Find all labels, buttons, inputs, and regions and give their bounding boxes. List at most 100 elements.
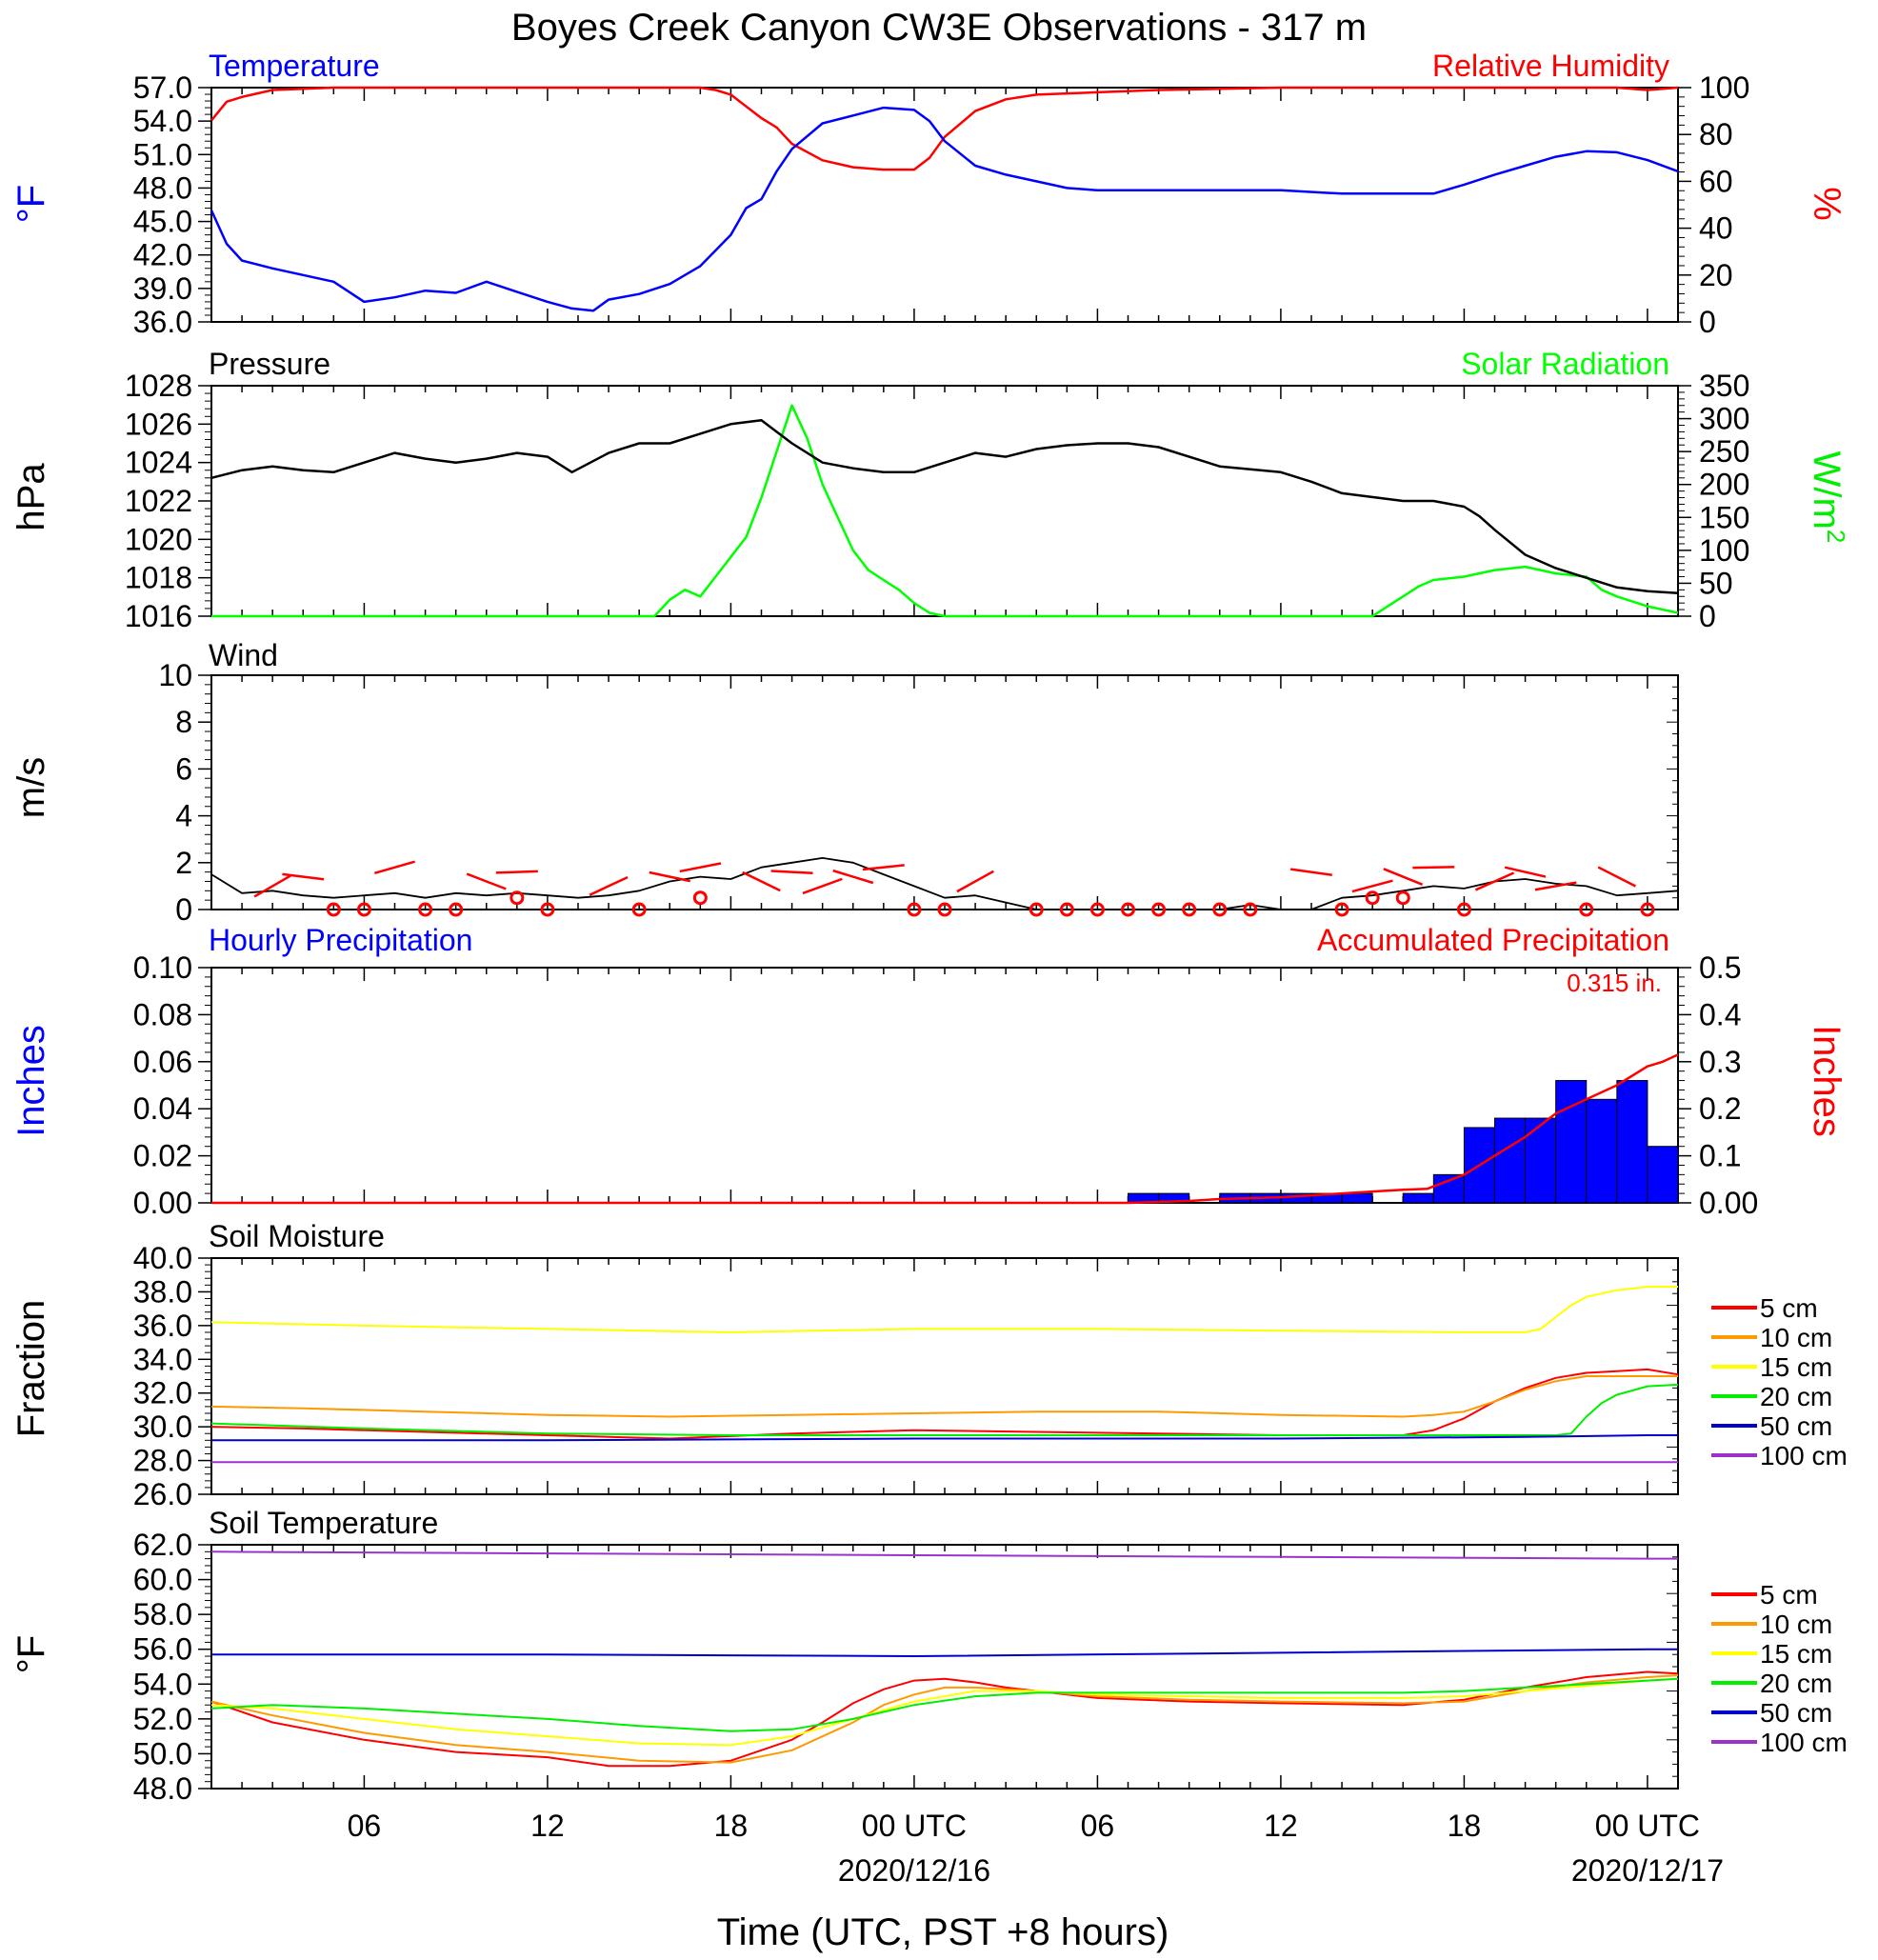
legend-label: 15 cm [1760,1352,1832,1382]
solar-unit-exponent: 2 [1822,530,1850,543]
wind-unit-label: m/s [10,757,52,818]
wind-barb [862,864,905,871]
y-tick-label-right: 0.2 [1699,1091,1741,1126]
y-tick-label: 56.0 [133,1632,192,1667]
legend-label: 5 cm [1760,1293,1818,1323]
x-tick-label: 18 [714,1809,749,1843]
legend-label: 50 cm [1760,1698,1832,1728]
wind-barb [679,862,722,873]
soil-temperature-line-10-cm [210,1674,1679,1764]
y-tick-label-right: 0.1 [1699,1139,1741,1173]
accum-precip-title: Accumulated Precipitation [1317,923,1669,957]
y-tick-label: 50.0 [133,1736,192,1770]
y-tick-label-right: 0 [1699,305,1716,339]
plot-frame [210,674,1679,910]
y-tick-label: 10 [158,658,192,692]
x-tick-label: 00 UTC [1595,1809,1700,1843]
y-tick-label-right: 80 [1699,117,1733,151]
legend-label: 100 cm [1760,1441,1848,1470]
hourly-precip-bar [1402,1192,1434,1204]
calm-wind-circle [1456,902,1471,917]
y-tick-label: 4 [175,799,192,833]
humidity-line [210,86,1679,171]
y-tick-label-right: 100 [1699,70,1749,105]
wind-barb [742,870,781,892]
soil-moisture-line-15-cm [210,1286,1678,1333]
wind-speed-line [210,857,1679,910]
y-tick-label: 2 [175,846,192,880]
calm-wind-circle [449,902,464,917]
calm-wind-circle [631,902,647,917]
calm-wind-circle [937,902,952,917]
legend-label: 20 cm [1760,1669,1832,1698]
x-tick-date: 2020/12/17 [1571,1853,1724,1888]
solar-unit-label: W/m2 [1806,451,1850,544]
wind-barb [589,875,629,896]
plot-frame [210,1257,1679,1495]
wind-barb [282,872,325,881]
y-tick-label: 26.0 [133,1477,192,1511]
temperature-line [210,106,1679,312]
soil-temperature-title: Soil Temperature [209,1506,438,1540]
wind-barb [1534,881,1577,891]
wind-barb [1474,871,1515,891]
plot-frame [210,385,1679,617]
y-tick-label: 6 [175,751,192,786]
calm-wind-circle [1212,902,1228,917]
y-tick-label-right: 60 [1699,164,1733,198]
y-tick-label-right: 150 [1699,500,1749,534]
hourly-precip-unit-label: Inches [10,1025,52,1137]
soil-temperature-line-50-cm [211,1648,1678,1657]
x-tick-label: 12 [530,1809,565,1843]
y-tick-label: 32.0 [133,1376,192,1410]
y-tick-label-right: 100 [1699,533,1749,568]
y-tick-label: 1024 [125,446,192,480]
y-tick-label: 40.0 [133,1241,192,1275]
y-tick-label: 39.0 [133,271,192,306]
humidity-unit-label: % [1806,187,1848,221]
light-wind-circle [692,890,708,906]
y-tick-label: 1028 [125,369,192,403]
solar-radiation-line [211,404,1679,618]
legend-label: 50 cm [1760,1411,1832,1441]
wind-barb [1504,866,1547,878]
y-tick-label: 0.00 [133,1186,192,1220]
wind-barb [1351,879,1393,893]
wind-barb [770,870,813,875]
x-tick-label: 06 [348,1809,382,1843]
y-tick-label-right: 20 [1699,258,1733,292]
soil-temperature-line-100-cm [210,1550,1678,1560]
y-tick-label: 0.04 [133,1091,192,1126]
hourly-precip-bar [1525,1117,1557,1204]
x-tick-date: 2020/12/16 [838,1853,990,1888]
wind-title: Wind [209,638,278,672]
y-tick-label-right: 0.4 [1699,997,1741,1031]
pressure-line [210,419,1679,595]
y-tick-label: 1018 [125,561,192,595]
legend-label: 15 cm [1760,1639,1832,1669]
y-tick-label: 1016 [125,599,192,633]
wind-barb [832,869,874,885]
calm-wind-circle [356,902,371,917]
legend-label: 10 cm [1760,1610,1832,1639]
calm-wind-circle [1640,902,1655,917]
wind-barb [802,877,843,895]
humidity-title: Relative Humidity [1432,49,1669,83]
wind-barb [649,870,691,883]
y-tick-label: 42.0 [133,238,192,272]
y-tick-label: 36.0 [133,1309,192,1343]
wind-barb [1290,868,1332,876]
accumulated-precip-line [211,1053,1679,1205]
pressure-title: Pressure [209,347,330,381]
calm-wind-circle [326,902,341,917]
y-tick-label-right: 300 [1699,402,1749,436]
wind-barb [466,872,507,890]
hourly-precip-bar [1647,1146,1679,1204]
y-tick-label: 0 [175,892,192,927]
light-wind-circle [509,890,525,906]
soil-moisture-unit-label: Fraction [10,1300,52,1438]
y-tick-label: 45.0 [133,205,192,239]
x-tick-label: 06 [1081,1809,1115,1843]
y-tick-label: 60.0 [133,1563,192,1597]
